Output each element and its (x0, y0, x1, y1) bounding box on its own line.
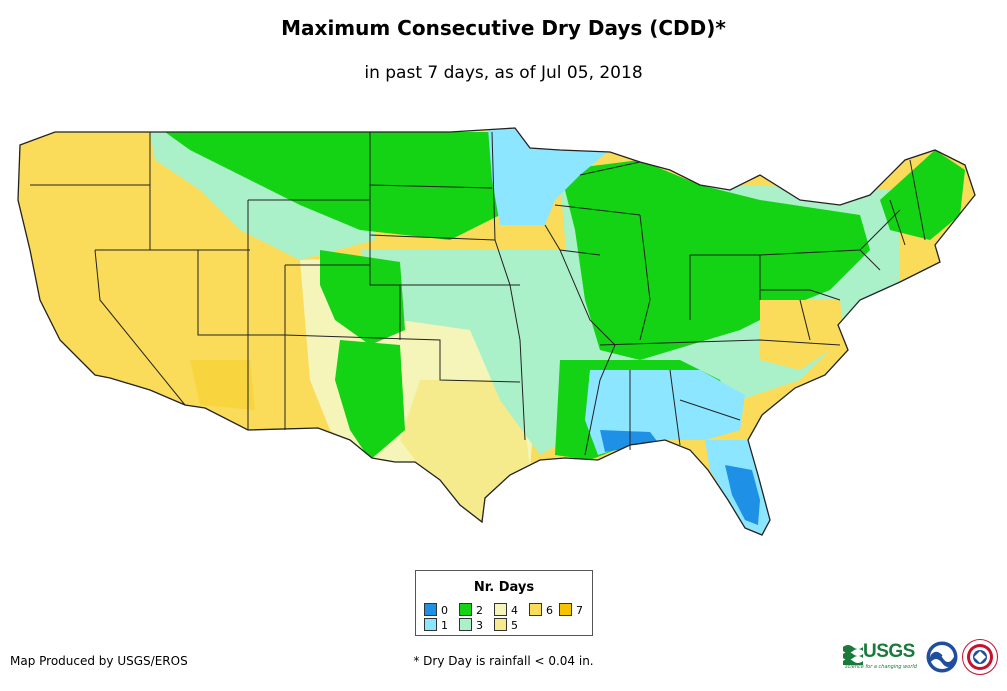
legend-item-4: 4 (494, 603, 518, 617)
legend-box: Nr. Days 0 1 2 3 4 5 6 7 (415, 570, 593, 636)
region-texas-5 (400, 380, 530, 520)
legend-item-7: 7 (559, 603, 583, 617)
legend-swatch (559, 603, 572, 616)
legend-item-3: 3 (459, 618, 483, 632)
legend-swatch (494, 618, 507, 631)
region-florida-0 (725, 465, 760, 525)
usgs-tagline: science for a changing world (845, 664, 917, 670)
legend-item-5: 5 (494, 618, 518, 632)
region-northeast-2 (880, 150, 965, 240)
region-greatlakes-2 (560, 160, 870, 360)
legend-item-0: 0 (424, 603, 448, 617)
legend-swatch (459, 618, 472, 631)
region-nm-2 (335, 340, 405, 460)
nws-logo-icon (962, 639, 998, 675)
legend-swatch (494, 603, 507, 616)
usgs-logo-icon: USGS science for a changing world (843, 640, 923, 672)
legend-swatch (424, 618, 437, 631)
region-southwest-7 (190, 360, 255, 410)
usgs-wave-icon (843, 645, 863, 665)
region-north-2 (165, 132, 500, 240)
legend-swatch (529, 603, 542, 616)
dry-day-footnote: * Dry Day is rainfall < 0.04 in. (413, 654, 594, 668)
state-borders (17, 127, 976, 536)
legend-swatch (424, 603, 437, 616)
legend-item-2: 2 (459, 603, 483, 617)
map-title: Maximum Consecutive Dry Days (CDD)* (281, 16, 726, 40)
us-cdd-map (17, 127, 976, 536)
map-subtitle: in past 7 days, as of Jul 05, 2018 (364, 63, 643, 83)
legend-swatch (459, 603, 472, 616)
map-credit: Map Produced by USGS/EROS (10, 654, 188, 668)
region-midatlantic-6 (760, 300, 845, 370)
legend-item-6: 6 (529, 603, 553, 617)
legend-item-1: 1 (424, 618, 448, 632)
noaa-logo-icon (926, 641, 958, 673)
usgs-wordmark: USGS (863, 641, 915, 662)
region-central-3 (360, 250, 620, 455)
region-colorado-2 (320, 250, 405, 345)
legend-title: Nr. Days (473, 580, 535, 595)
